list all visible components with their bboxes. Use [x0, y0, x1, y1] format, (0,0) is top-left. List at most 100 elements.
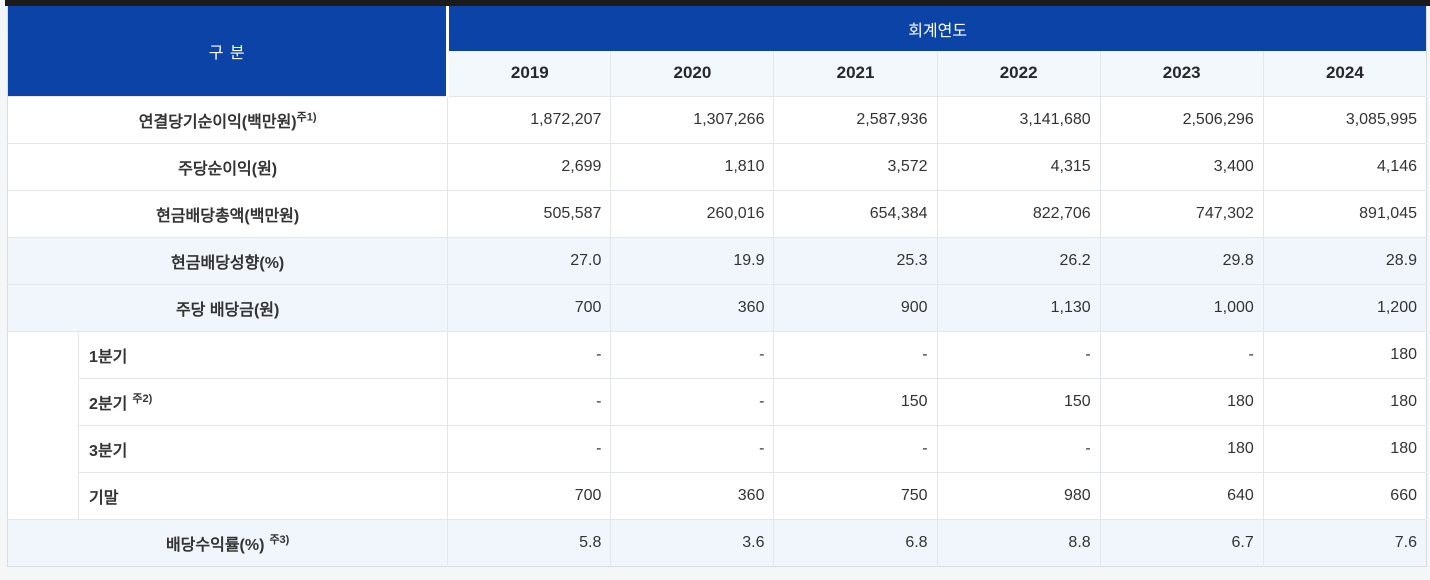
row-label-text: 주당순이익(원): [178, 160, 278, 178]
table-row: 현금배당성향(%) 27.0 19.9 25.3 26.2 29.8 28.9: [7, 236, 1427, 284]
table-row: 3분기 - - - -180 180: [8, 424, 1427, 472]
value-cell: 28.9: [1262, 236, 1427, 284]
value-cell: -: [447, 377, 611, 425]
value-cell: 2,506,296: [1099, 95, 1264, 143]
value-cell: 700: [447, 471, 611, 519]
table-row: 주당 배당금(원) 700 360 900 1,130 1,000 1,200: [7, 283, 1427, 331]
value-cell: 180: [1262, 330, 1427, 378]
value-cell: 1,200: [1262, 283, 1427, 331]
quarter-group-spacer: [7, 330, 80, 519]
value-cell: 360: [610, 471, 774, 519]
row-label-text: 주당 배당금(원): [175, 301, 280, 319]
value-cell: 5.8: [447, 518, 611, 566]
value-cell: 1,810: [610, 142, 774, 190]
footnote-marker: 주2): [132, 393, 153, 406]
year-header-row: 2019 2020 2021 2022 2023 2024: [8, 51, 1427, 96]
value-cell: 1,307,266: [610, 95, 774, 143]
value-cell: 3.6: [610, 518, 774, 566]
table-row: 주당순이익(원) 2,699 1,810 3,572 4,315 3,400 4,146: [7, 142, 1427, 190]
value-cell: 6.7: [1099, 518, 1264, 566]
value-cell: 505,587: [447, 189, 611, 237]
row-label: 주당순이익(원): [7, 142, 448, 190]
value-cell: 747,302: [1099, 189, 1264, 237]
value-cell: -: [773, 424, 938, 472]
value-cell: -: [1099, 330, 1264, 378]
value-cell: -: [773, 330, 938, 378]
table-row: 배당수익률(%) 주3) 5.8 3.6 6.8 8.8 6.7 7.6: [7, 518, 1427, 566]
row-label: 주당 배당금(원): [7, 283, 448, 331]
value-cell: 900: [773, 283, 938, 331]
value-cell: 640: [1099, 471, 1264, 519]
row-label-text: 1분기: [89, 348, 128, 366]
row-label: 1분기: [78, 330, 448, 378]
value-cell: 6.8: [773, 518, 938, 566]
year-header-2024: 2024: [1262, 51, 1427, 96]
value-cell: 7.6: [1262, 518, 1427, 566]
footnote-marker: 주3): [269, 534, 290, 547]
value-cell: 1,872,207: [447, 95, 611, 143]
value-cell: 1,130: [936, 283, 1101, 331]
row-label-text: 기말: [89, 489, 119, 507]
row-label: 현금배당성향(%): [7, 236, 448, 284]
value-cell: -: [936, 424, 1101, 472]
row-label: 현금배당총액(백만원): [7, 189, 448, 237]
table-row: 2분기 주2) - -150 150 180 180: [8, 377, 1427, 425]
value-cell: 26.2: [936, 236, 1101, 284]
table-row: 1분기 - - - - -180: [7, 330, 1427, 519]
row-label-text: 현금배당총액(백만원): [156, 207, 300, 225]
value-cell: 8.8: [936, 518, 1101, 566]
value-cell: 260,016: [610, 189, 774, 237]
value-cell: 25.3: [773, 236, 938, 284]
row-label-text: 배당수익률(%): [165, 536, 265, 554]
year-header-2019: 2019: [447, 51, 611, 96]
value-cell: 3,141,680: [936, 95, 1101, 143]
value-cell: 180: [1262, 424, 1427, 472]
value-cell: 180: [1099, 377, 1264, 425]
value-cell: 822,706: [936, 189, 1101, 237]
value-cell: -: [447, 424, 611, 472]
value-cell: 4,146: [1262, 142, 1427, 190]
year-header-2022: 2022: [936, 51, 1101, 96]
value-cell: 2,587,936: [773, 95, 938, 143]
value-cell: 660: [1262, 471, 1427, 519]
row-label: 기말: [78, 471, 448, 519]
row-label-text: 연결당기순이익(백만원): [138, 113, 297, 131]
table-header: 구 분 회계연도 2019 2020 2021 2022 2023 2024: [7, 6, 1427, 96]
value-cell: 980: [936, 471, 1101, 519]
value-cell: 180: [1262, 377, 1427, 425]
table-row: 연결당기순이익(백만원)주1) 1,872,207 1,307,266 2,587,9…: [7, 95, 1427, 143]
value-cell: 3,400: [1099, 142, 1264, 190]
value-cell: 750: [773, 471, 938, 519]
value-cell: -: [610, 330, 774, 378]
row-label: 3분기: [78, 424, 448, 472]
dividend-history-table: 구 분 회계연도 2019 2020 2021 2022 2023 2024 연결당기순이…: [7, 6, 1427, 567]
year-header-2021: 2021: [773, 51, 938, 96]
value-cell: 4,315: [936, 142, 1101, 190]
value-cell: 891,045: [1262, 189, 1427, 237]
value-cell: 19.9: [610, 236, 774, 284]
header-row-top: 구 분 회계연도: [7, 6, 1427, 96]
table-body: 연결당기순이익(백만원)주1) 1,872,207 1,307,266 2,587,9…: [7, 95, 1427, 566]
row-label: 연결당기순이익(백만원)주1): [7, 95, 448, 143]
column-header-fiscal-year: 회계연도: [447, 6, 1427, 51]
footnote-marker: 주1): [296, 111, 317, 124]
value-cell: 29.8: [1099, 236, 1264, 284]
table-row: 기말 700 360 750 980 640 660: [8, 471, 1427, 519]
row-label-text: 3분기: [89, 442, 128, 460]
row-label: 2분기 주2): [78, 377, 448, 425]
value-cell: 1,000: [1099, 283, 1264, 331]
value-cell: 180: [1099, 424, 1264, 472]
row-label-text: 현금배당성향(%): [171, 254, 285, 272]
year-header-2020: 2020: [610, 51, 774, 96]
value-cell: -: [610, 377, 774, 425]
value-cell: -: [936, 330, 1101, 378]
column-header-category: 구 분: [7, 6, 450, 96]
value-cell: 3,085,995: [1262, 95, 1427, 143]
value-cell: 3,572: [773, 142, 938, 190]
row-label: 배당수익률(%) 주3): [7, 518, 448, 566]
value-cell: 700: [447, 283, 611, 331]
value-cell: 150: [936, 377, 1101, 425]
value-cell: 27.0: [447, 236, 611, 284]
value-cell: 150: [773, 377, 938, 425]
row-label-text: 2분기: [89, 395, 128, 413]
